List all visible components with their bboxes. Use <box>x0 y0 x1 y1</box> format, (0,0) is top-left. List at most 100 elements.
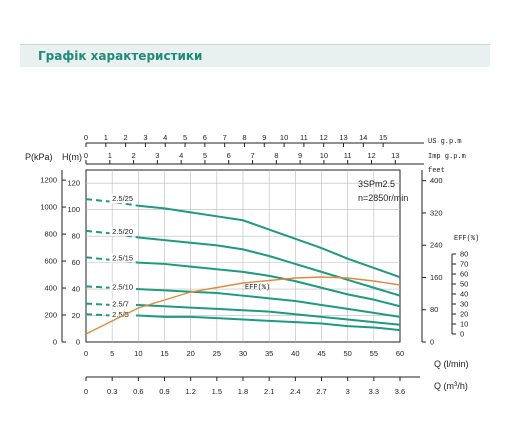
impgpm-tick-label: 12 <box>367 151 375 160</box>
curve-label-bg <box>109 282 136 292</box>
q-m3h-tick-label: 0.6 <box>133 387 143 396</box>
usgpm-tick-label: 8 <box>242 133 246 142</box>
curve-label-bg <box>109 194 136 204</box>
q-m3h-tick-label: 1.2 <box>185 387 195 396</box>
feet-axis-title: feet <box>428 167 445 175</box>
impgpm-tick-label: 3 <box>155 151 159 160</box>
y-tick-label-head: 0 <box>76 338 80 347</box>
x-tick-label-lmin: 15 <box>160 349 168 358</box>
curve-dashed-2-5-20 <box>85 229 139 239</box>
impgpm-axis-title: Imp g.p.m <box>428 153 466 161</box>
curve-label-bg <box>109 310 136 320</box>
impgpm-tick-label: 6 <box>227 151 231 160</box>
curve-2-5-7 <box>138 303 401 326</box>
y-tick-label-head: 60 <box>72 258 80 267</box>
usgpm-tick-label: 14 <box>359 133 367 142</box>
curve-label-bg <box>109 226 136 236</box>
model-label: 3SPm2.5 <box>358 179 395 189</box>
curve-label: 2.5/15 <box>112 253 133 262</box>
usgpm-tick-label: 13 <box>339 133 347 142</box>
feet-tick-label: 0 <box>430 338 434 347</box>
impgpm-tick-label: 13 <box>391 151 399 160</box>
pressure-tick-label: 0 <box>53 338 57 347</box>
q-m3h-axis-title: Q (m3/h) <box>434 381 468 391</box>
header-rule <box>20 44 490 45</box>
q-m3h-tick-label: 0.9 <box>159 387 169 396</box>
usgpm-tick-label: 12 <box>320 133 328 142</box>
head-axis-title: H(m) <box>62 152 82 162</box>
usgpm-tick-label: 6 <box>203 133 207 142</box>
pressure-tick-label: 200 <box>44 311 57 320</box>
impgpm-tick-label: 2 <box>131 151 135 160</box>
usgpm-axis-title: US g.p.m <box>428 138 462 146</box>
impgpm-tick-label: 5 <box>203 151 207 160</box>
impgpm-tick-label: 10 <box>320 151 328 160</box>
feet-tick-label: 240 <box>430 241 443 250</box>
q-m3h-tick-label: 3.6 <box>395 387 405 396</box>
x-tick-label-lmin: 10 <box>134 349 142 358</box>
q-m3h-tick-label: 3 <box>346 387 350 396</box>
pressure-tick-label: 1200 <box>40 176 57 185</box>
curve-2-5-25 <box>138 204 401 279</box>
q-m3h-tick-label: 0.3 <box>107 387 117 396</box>
eff-tick-label: 30 <box>460 300 468 309</box>
impgpm-tick-label: 11 <box>344 151 352 160</box>
q-lmin-axis-title: Q (l/min) <box>434 359 469 369</box>
feet-tick-label: 160 <box>430 273 443 282</box>
curve-label: 2.5/5 <box>112 310 129 319</box>
curve-2-5-15 <box>138 261 401 308</box>
y-tick-label-head: 40 <box>72 285 80 294</box>
usgpm-tick-label: 3 <box>143 133 147 142</box>
usgpm-tick-label: 2 <box>124 133 128 142</box>
usgpm-tick-label: 4 <box>163 133 167 142</box>
y-tick-label-head: 120 <box>67 179 80 188</box>
impgpm-tick-label: 0 <box>84 151 88 160</box>
usgpm-tick-label: 7 <box>223 133 227 142</box>
page-title: Графік характеристики <box>38 49 203 63</box>
usgpm-tick-label: 0 <box>84 133 88 142</box>
curve-2-5-20 <box>138 236 401 297</box>
curve-2-5-10 <box>138 288 401 318</box>
impgpm-tick-label: 1 <box>108 151 112 160</box>
q-m3h-tick-label: 0 <box>84 387 88 396</box>
y-tick-label-head: 100 <box>67 205 80 214</box>
curve-label: 2.5/25 <box>112 194 133 203</box>
y-tick-label-head: 80 <box>72 232 80 241</box>
x-tick-label-lmin: 45 <box>317 349 325 358</box>
q-m3h-tick-label: 2.7 <box>316 387 326 396</box>
q-m3h-tick-label: 1.8 <box>238 387 248 396</box>
x-tick-label-lmin: 35 <box>265 349 273 358</box>
usgpm-tick-label: 10 <box>280 133 288 142</box>
usgpm-tick-label: 5 <box>183 133 187 142</box>
x-tick-label-lmin: 40 <box>291 349 299 358</box>
curve-label-bg <box>109 299 136 309</box>
x-tick-label-lmin: 5 <box>110 349 114 358</box>
x-tick-label-lmin: 60 <box>396 349 404 358</box>
curve-label: 2.5/7 <box>112 300 129 309</box>
usgpm-tick-label: 11 <box>300 133 308 142</box>
usgpm-tick-label: 9 <box>262 133 266 142</box>
eff-tick-label: 40 <box>460 290 468 299</box>
x-tick-label-lmin: 50 <box>343 349 351 358</box>
impgpm-tick-label: 9 <box>298 151 302 160</box>
x-tick-label-lmin: 0 <box>84 349 88 358</box>
curve-label-bg <box>109 253 136 263</box>
efficiency-curve-label: EFF(%) <box>245 284 270 292</box>
curve-dashed-2-5-25 <box>85 198 139 207</box>
impgpm-tick-label: 4 <box>179 151 183 160</box>
y-tick-label-head: 20 <box>72 311 80 320</box>
pressure-tick-label: 800 <box>44 230 57 239</box>
eff-tick-label: 20 <box>460 310 468 319</box>
x-tick-label-lmin: 20 <box>186 349 194 358</box>
feet-tick-label: 400 <box>430 176 443 185</box>
q-m3h-tick-label: 2.4 <box>290 387 300 396</box>
x-tick-label-lmin: 55 <box>370 349 378 358</box>
header-band <box>20 45 490 67</box>
eff-tick-label: 0 <box>460 330 464 339</box>
curve-label: 2.5/20 <box>112 227 133 236</box>
curve-2-5-5 <box>138 314 401 332</box>
impgpm-tick-label: 8 <box>274 151 278 160</box>
usgpm-tick-label: 15 <box>379 133 387 142</box>
x-tick-label-lmin: 30 <box>239 349 247 358</box>
